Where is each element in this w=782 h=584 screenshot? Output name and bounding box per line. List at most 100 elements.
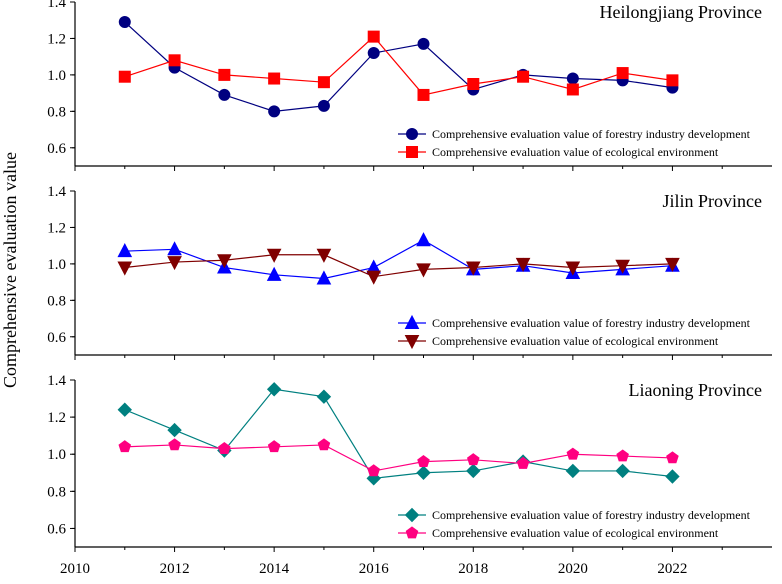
panel-3-series-1-point xyxy=(416,465,431,480)
panel-1-legend-1-marker xyxy=(406,128,418,140)
panel-1-series-2-point xyxy=(118,70,131,83)
panel-1-series-2-point xyxy=(268,72,281,85)
panel-2-series-2-point xyxy=(615,259,630,274)
panel-3-series-1-point xyxy=(266,382,282,397)
panel-3-series-2-point xyxy=(267,440,281,453)
panel-2-series-2-point xyxy=(167,256,182,271)
panel-2-series-1-point xyxy=(167,241,182,256)
panel-3-legend-2-label: Comprehensive evaluation value of ecolog… xyxy=(432,526,719,540)
panel-3-series-2-line xyxy=(124,444,673,472)
panel-1-series-1-point xyxy=(218,88,231,101)
panel-1-series-2-point xyxy=(566,83,579,96)
panel-3-legend-2-marker xyxy=(405,526,419,539)
panel-3-legend-1-marker xyxy=(404,507,420,523)
panel-3-y-tick-label: 0.8 xyxy=(47,484,66,500)
panel-2-y-tick-label: 0.6 xyxy=(47,330,66,346)
panel-3-y-tick-label: 0.6 xyxy=(47,521,66,537)
panel-2-legend-2-marker xyxy=(404,335,420,350)
panel-2-series-2-point xyxy=(366,270,382,285)
panel-3-series-2-point xyxy=(616,449,629,462)
panel-1-series-2-point xyxy=(666,74,679,87)
panel-3-series-1-point xyxy=(117,402,132,417)
panel-1-y-tick-label: 0.6 xyxy=(47,141,66,157)
panel-3-series-2-point xyxy=(367,464,381,477)
panel-2-series-1-line xyxy=(124,239,673,280)
panel-2-series-2-point xyxy=(117,261,133,276)
panel-1-legend-1-label: Comprehensive evaluation value of forest… xyxy=(432,127,751,141)
panel-1-legend-2-label: Comprehensive evaluation value of ecolog… xyxy=(432,145,719,159)
panel-3-series-2-point xyxy=(516,456,530,469)
panel-3-series-2-point xyxy=(566,447,580,460)
panel-3-y-tick-label: 1.2 xyxy=(47,410,66,426)
x-tick-label: 2014 xyxy=(259,561,290,577)
panel-3-series-1-line xyxy=(124,388,673,479)
panel-3-legend-1-label: Comprehensive evaluation value of forest… xyxy=(432,508,751,522)
panel-2-y-tick-label: 0.8 xyxy=(47,293,66,309)
panel-3-title: Liaoning Province xyxy=(629,380,762,400)
panel-2-series-2-line xyxy=(124,254,673,278)
panel-2-series-2-point xyxy=(416,263,431,278)
panel-1-y-tick-label: 1.4 xyxy=(47,0,66,11)
x-tick-label: 2012 xyxy=(160,561,190,577)
panel-2-series-2-point xyxy=(565,261,581,276)
panel-1-series-2-point xyxy=(616,67,629,80)
x-tick-label: 2010 xyxy=(60,561,90,577)
x-tick-label: 2020 xyxy=(558,561,588,577)
panel-1-series-1-point xyxy=(566,72,579,85)
panel-1-y-tick-label: 1.2 xyxy=(47,31,66,47)
panel-1-series-2-point xyxy=(517,70,530,83)
panel-1-series-2-point xyxy=(317,76,330,89)
panel-3-series-2-point xyxy=(417,455,430,467)
panel-1-series-2-point xyxy=(467,78,480,90)
panel-3-series-1-point xyxy=(665,469,680,484)
panel-1-y-tick-label: 0.8 xyxy=(47,104,66,120)
panel-1-series-2-point xyxy=(367,30,380,43)
panel-1-series-2-line xyxy=(124,35,673,96)
panel-2-series-2-point xyxy=(465,261,481,276)
panel-1-series-2-point xyxy=(218,68,231,81)
panel-3-series-1-point xyxy=(466,463,481,479)
panel-1-y-tick-label: 1.0 xyxy=(47,68,66,84)
panel-1-series-2-point xyxy=(417,88,430,101)
panel-1-title: Heilongjiang Province xyxy=(600,2,762,22)
panel-2-series-1-point xyxy=(117,243,133,258)
panel-2-y-tick-label: 1.0 xyxy=(47,257,66,273)
panel-2-legend-1-label: Comprehensive evaluation value of forest… xyxy=(432,316,751,330)
panel-2-series-2-point xyxy=(515,257,531,272)
panel-3-y-tick-label: 1.4 xyxy=(47,373,66,389)
panel-2-series-1-point xyxy=(416,232,431,247)
panel-2-series-1-point xyxy=(266,266,282,281)
panel-1-series-1-point xyxy=(317,99,330,112)
panel-2-series-1-point xyxy=(316,270,332,285)
panel-1-series-1-line xyxy=(124,21,673,112)
panel-3-series-1-point xyxy=(167,422,182,438)
panel-3-series-2-point xyxy=(466,453,480,466)
panel-3-series-2-point xyxy=(218,442,231,455)
panel-3-series-2-point xyxy=(317,438,331,451)
panel-2-series-2-point xyxy=(217,254,232,269)
panel-2-legend-2-label: Comprehensive evaluation value of ecolog… xyxy=(432,334,719,348)
panel-2-series-2-point xyxy=(316,248,332,263)
panel-2-y-tick-label: 1.4 xyxy=(47,184,66,200)
x-tick-label: 2022 xyxy=(657,561,687,577)
panel-3-series-2-point xyxy=(666,451,679,464)
y-axis-label: Comprehensive evaluation value xyxy=(0,152,20,388)
panel-2-title: Jilin Province xyxy=(663,191,763,211)
panel-3-series-2-point xyxy=(118,440,132,453)
panel-3-series-1-point xyxy=(565,463,581,479)
panel-1-series-1-point xyxy=(417,37,430,50)
x-tick-label: 2018 xyxy=(458,561,488,577)
panel-1-series-1-point xyxy=(268,105,281,118)
x-tick-label: 2016 xyxy=(359,561,390,577)
panel-2-series-2-point xyxy=(665,257,680,272)
panel-3-series-1-point xyxy=(615,463,630,479)
panel-2-legend-1-marker xyxy=(404,314,420,329)
panel-1-series-2-point xyxy=(168,54,181,67)
panel-3-series-2-point xyxy=(168,438,181,451)
panel-1-series-1-point xyxy=(367,47,380,60)
panel-3-y-tick-label: 1.0 xyxy=(47,447,66,463)
panel-1-legend-2-marker xyxy=(406,146,418,158)
panel-2-series-2-point xyxy=(266,248,282,263)
panel-2-y-tick-label: 1.2 xyxy=(47,220,66,236)
